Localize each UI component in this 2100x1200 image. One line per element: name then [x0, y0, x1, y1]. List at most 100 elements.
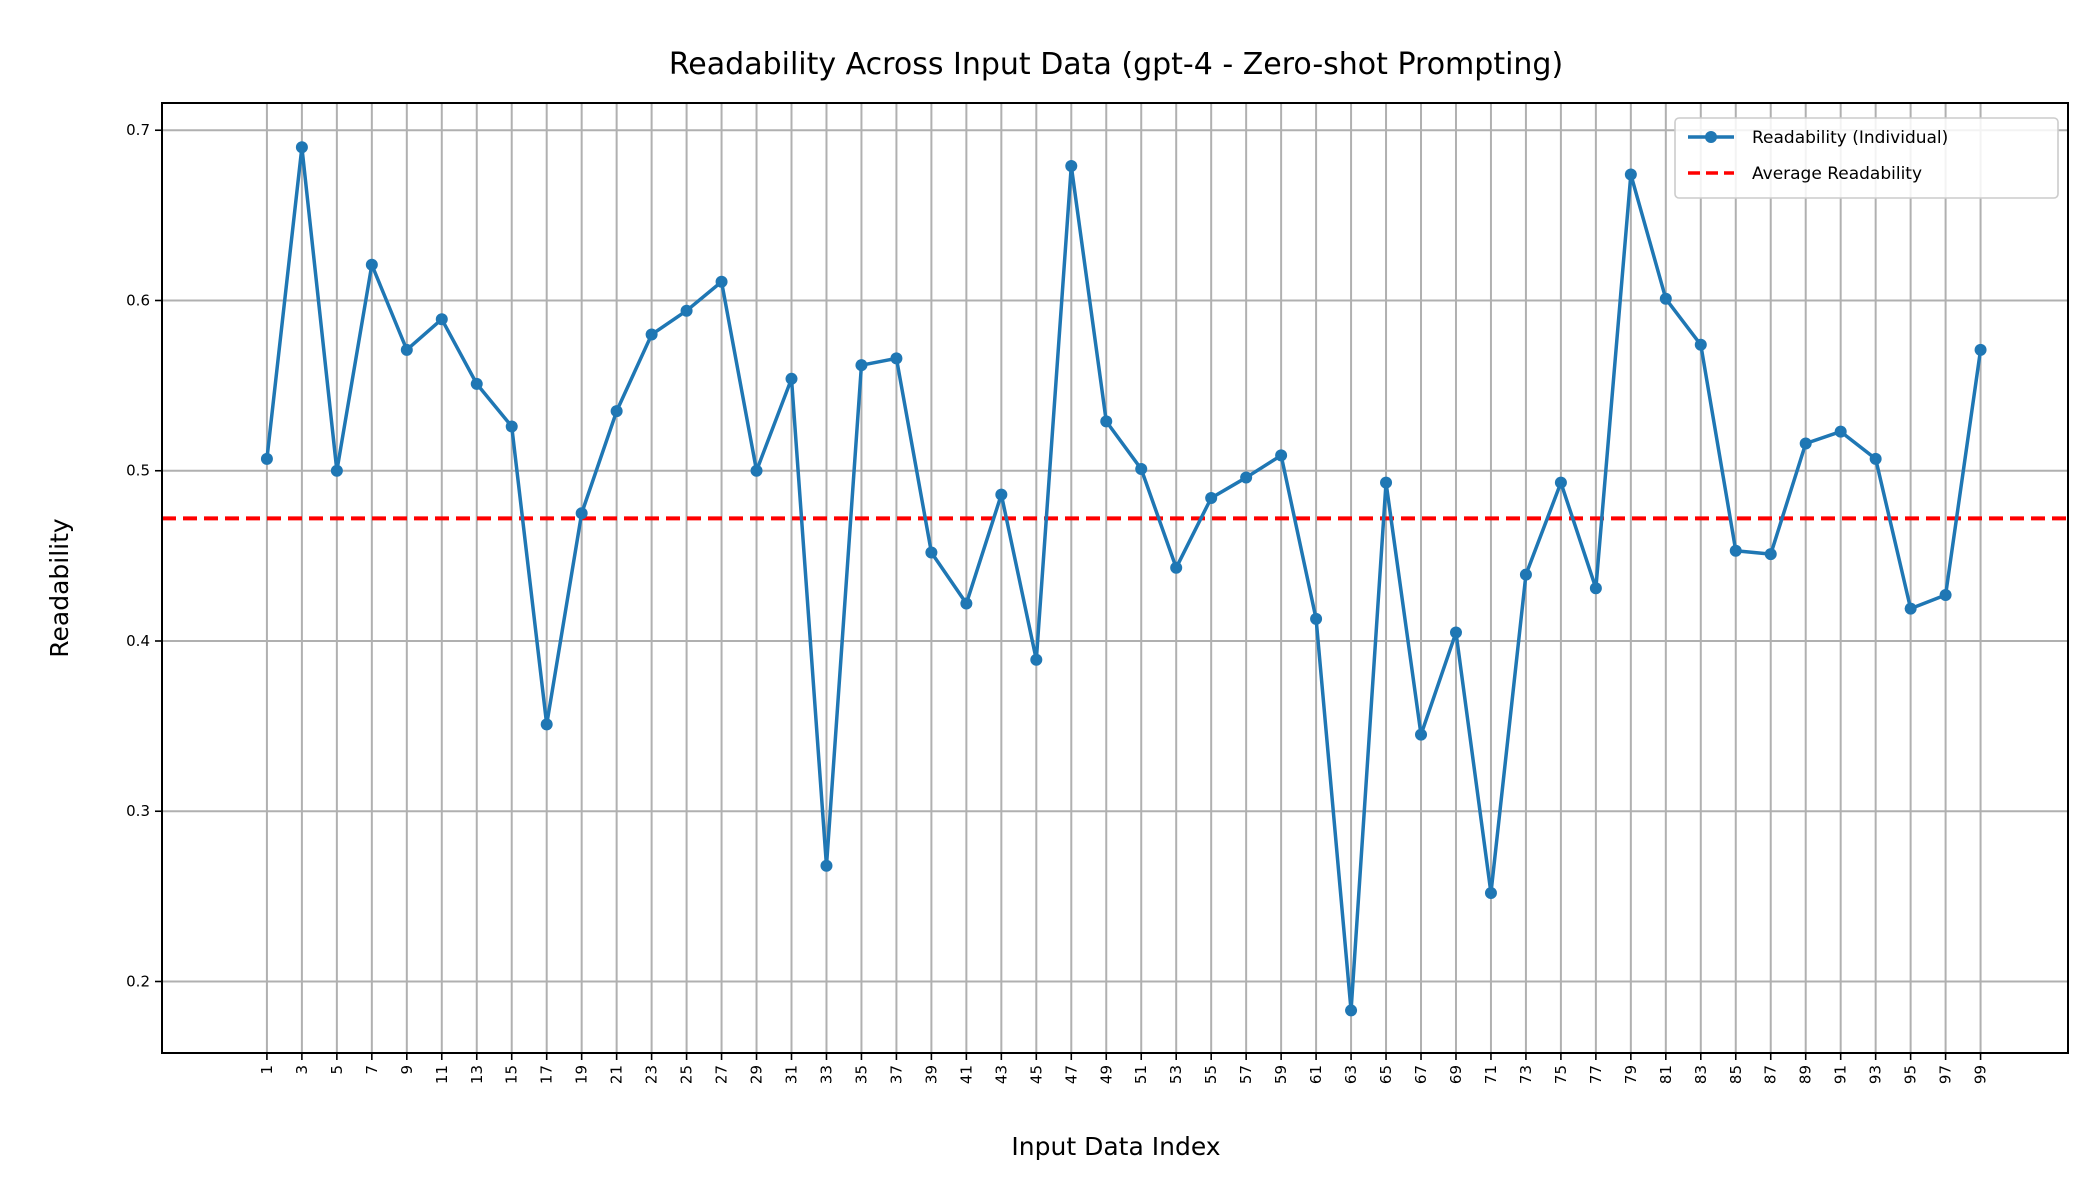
x-tick-label: 93 — [1867, 1065, 1885, 1084]
x-tick-label: 67 — [1412, 1065, 1430, 1084]
x-tick-label: 17 — [538, 1065, 556, 1084]
x-tick-label: 25 — [678, 1065, 696, 1084]
x-tick-label: 35 — [852, 1065, 870, 1084]
x-tick-label: 37 — [887, 1065, 905, 1084]
x-tick-label: 1 — [258, 1065, 276, 1075]
x-tick-label: 15 — [503, 1065, 521, 1084]
x-tick-label: 39 — [922, 1065, 940, 1084]
y-tick-label: 0.6 — [126, 291, 150, 309]
data-point — [1275, 449, 1288, 462]
data-point — [1484, 886, 1497, 899]
legend-individual-marker — [1705, 131, 1717, 143]
y-tick-label: 0.5 — [126, 462, 150, 480]
x-tick-label: 85 — [1727, 1065, 1745, 1084]
x-tick-label: 13 — [468, 1065, 486, 1084]
y-tick-label: 0.3 — [126, 802, 150, 820]
data-point — [260, 452, 273, 465]
data-point — [610, 405, 623, 418]
x-tick-label: 97 — [1937, 1065, 1955, 1084]
x-tick-label: 41 — [957, 1065, 975, 1084]
data-point — [715, 275, 728, 288]
x-tick-label: 21 — [608, 1065, 626, 1084]
x-tick-label: 3 — [293, 1065, 311, 1075]
x-tick-label: 69 — [1447, 1065, 1465, 1084]
data-point — [575, 507, 588, 520]
x-tick-label: 55 — [1202, 1065, 1220, 1084]
data-point — [295, 141, 308, 154]
x-tick-label: 19 — [573, 1065, 591, 1084]
data-point — [645, 328, 658, 341]
legend-average-label: Average Readability — [1752, 164, 1922, 184]
x-tick-label: 63 — [1342, 1065, 1360, 1084]
data-point — [1170, 561, 1183, 574]
data-point — [1799, 437, 1812, 450]
x-tick-label: 45 — [1027, 1065, 1045, 1084]
series-group — [260, 141, 1987, 1017]
x-tick-label: 47 — [1062, 1065, 1080, 1084]
legend-individual-label: Readability (Individual) — [1752, 128, 1948, 148]
data-point — [680, 304, 693, 317]
x-tick-label: 61 — [1307, 1065, 1325, 1084]
x-tick-label: 87 — [1762, 1065, 1780, 1084]
plot-frame — [161, 102, 2069, 1054]
x-tick-label: 33 — [817, 1065, 835, 1084]
x-tick-label: 65 — [1377, 1065, 1395, 1084]
data-point — [1659, 292, 1672, 305]
data-point — [750, 464, 763, 477]
data-point — [1589, 582, 1602, 595]
data-point — [1869, 452, 1882, 465]
data-point — [1449, 626, 1462, 639]
y-tick-label: 0.2 — [126, 972, 150, 990]
series-line — [265, 145, 1983, 1013]
data-point — [470, 377, 483, 390]
x-axis-ticks: 1 3 5 7 9 11 13 15 17 19 21 23 25 27 29 31 33 35 37 39 41 43 4… — [258, 1053, 1990, 1084]
data-point — [1100, 415, 1113, 428]
x-tick-label: 71 — [1482, 1065, 1500, 1084]
data-point — [1974, 343, 1987, 356]
data-point — [995, 488, 1008, 501]
x-tick-label: 53 — [1167, 1065, 1185, 1084]
x-tick-label: 77 — [1587, 1065, 1605, 1084]
data-point — [1904, 602, 1917, 615]
x-tick-label: 57 — [1237, 1065, 1255, 1084]
x-tick-label: 7 — [363, 1065, 381, 1075]
x-tick-label: 91 — [1832, 1065, 1850, 1084]
x-tick-label: 29 — [748, 1065, 766, 1084]
grid — [162, 103, 2068, 1053]
x-axis-label: Input Data Index — [1011, 1132, 1220, 1161]
x-tick-label: 23 — [643, 1065, 661, 1084]
data-point — [505, 420, 518, 433]
data-point — [785, 372, 798, 385]
x-tick-label: 11 — [433, 1065, 451, 1084]
data-point — [1135, 463, 1148, 476]
data-point — [1764, 548, 1777, 561]
data-point — [540, 718, 553, 731]
y-tick-label: 0.4 — [126, 632, 150, 650]
data-point — [1345, 1004, 1358, 1017]
data-point — [1240, 471, 1253, 484]
x-tick-label: 75 — [1552, 1065, 1570, 1084]
data-point — [1939, 589, 1952, 602]
data-point — [1729, 544, 1742, 557]
data-point — [1624, 168, 1637, 181]
y-axis-label: Readability — [45, 518, 74, 658]
x-tick-label: 51 — [1132, 1065, 1150, 1084]
x-tick-label: 59 — [1272, 1065, 1290, 1084]
data-point — [1380, 476, 1393, 489]
x-tick-label: 49 — [1097, 1065, 1115, 1084]
data-point — [400, 343, 413, 356]
data-point — [890, 352, 903, 365]
y-tick-label: 0.7 — [126, 121, 150, 139]
data-point — [1694, 338, 1707, 351]
data-point — [435, 313, 448, 326]
data-point — [1310, 612, 1323, 625]
x-tick-label: 81 — [1657, 1065, 1675, 1084]
data-point — [365, 258, 378, 271]
x-tick-label: 9 — [398, 1065, 416, 1075]
x-tick-label: 73 — [1517, 1065, 1535, 1084]
legend: Readability (Individual) Average Readabi… — [1674, 117, 2059, 199]
data-point — [1519, 568, 1532, 581]
data-point — [820, 859, 833, 872]
data-point — [330, 464, 343, 477]
